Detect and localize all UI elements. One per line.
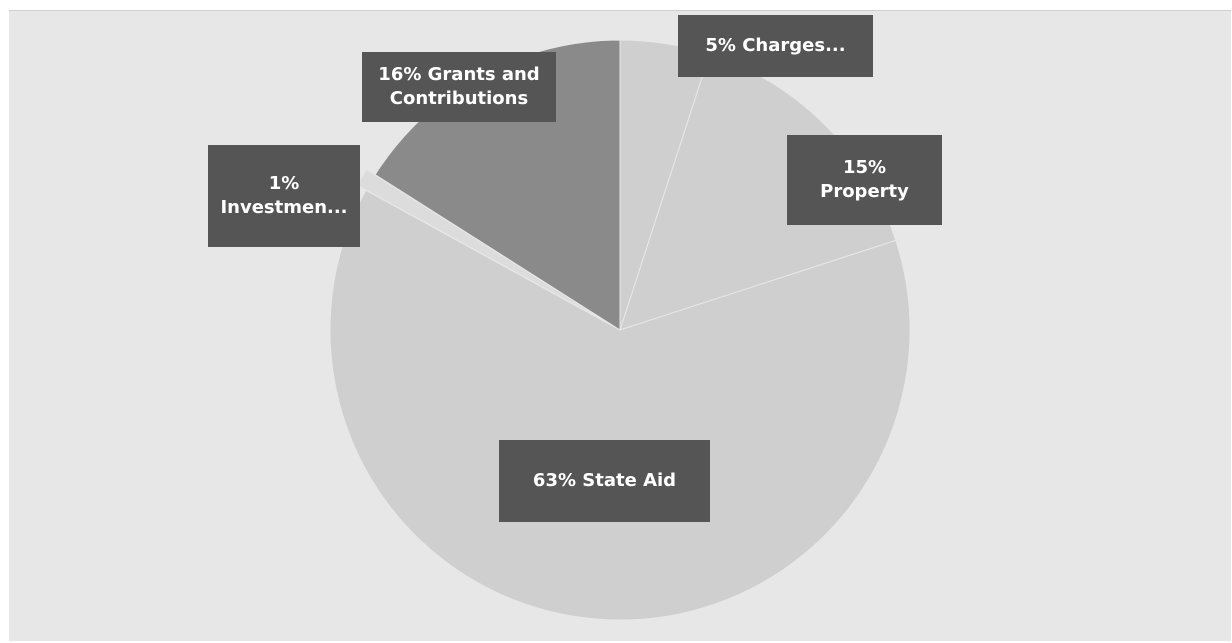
data-label-grants-and-contributions: 16% Grants and Contributions	[362, 52, 556, 122]
pie-slice-state-aid	[329, 189, 911, 621]
data-label-investmen: 1% Investmen...	[208, 145, 360, 247]
data-label-property: 15% Property	[787, 135, 942, 225]
data-label-charges: 5% Charges...	[678, 15, 873, 77]
data-label-state-aid: 63% State Aid	[499, 440, 710, 522]
